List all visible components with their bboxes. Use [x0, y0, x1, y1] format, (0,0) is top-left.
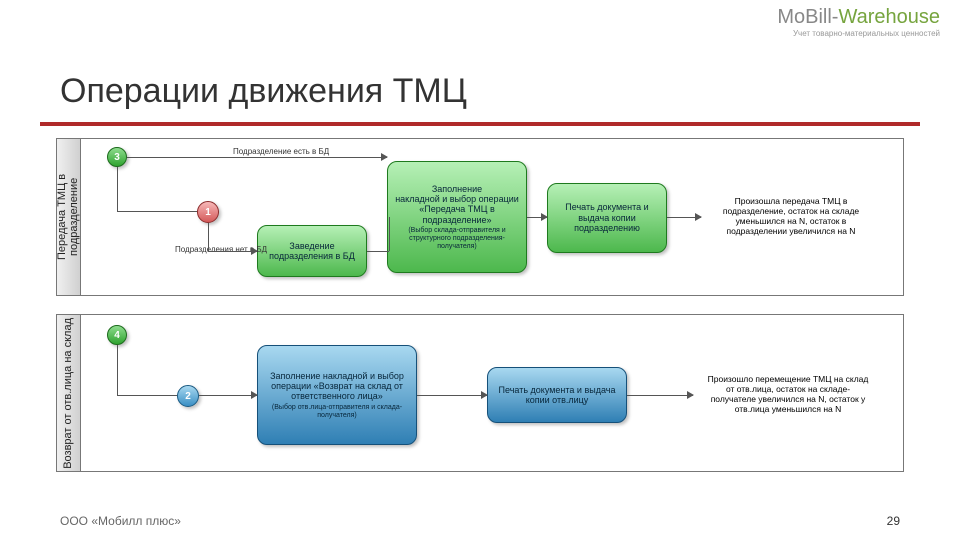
- start-circle: 1: [197, 201, 219, 223]
- brand-suffix: Warehouse: [838, 6, 940, 28]
- connector: [117, 345, 118, 395]
- process-node: Печать документа и выдача копии отв.лицу: [487, 367, 627, 423]
- flowchart-diagram: Передача ТМЦ в подразделение 3 1 Заведение …: [56, 138, 904, 478]
- swimlane-label: Возврат от отв.лица на склад: [57, 315, 81, 471]
- start-circle: 3: [107, 147, 127, 167]
- arrow-head-icon: [251, 391, 258, 399]
- title-rule: [40, 122, 920, 126]
- page-title: Операции движения ТМЦ: [60, 72, 467, 111]
- arrow-head-icon: [251, 247, 258, 255]
- process-node: Заполнениенакладной и выбор операции «Пе…: [387, 161, 527, 273]
- brand-logo: MoBill-Warehouse Учет товарно-материальн…: [777, 6, 940, 38]
- result-hexagon: Произошло перемещение ТМЦ на склад от от…: [693, 339, 883, 451]
- edge-label: Подразделение есть в БД: [233, 147, 329, 156]
- page-number: 29: [887, 514, 900, 528]
- swimlane-label: Передача ТМЦ в подразделение: [57, 139, 81, 295]
- connector: [367, 251, 389, 252]
- connector: [127, 157, 387, 158]
- brand-tagline: Учет товарно-материальных ценностей: [777, 29, 940, 38]
- connector: [389, 217, 390, 251]
- connector: [208, 223, 209, 251]
- process-node: Заполнение накладной и выбор операции «В…: [257, 345, 417, 445]
- arrow-head-icon: [381, 153, 388, 161]
- connector: [117, 167, 118, 211]
- start-circle: 2: [177, 385, 199, 407]
- footer-company: ООО «Мобилл плюс»: [60, 514, 181, 528]
- connector: [117, 395, 177, 396]
- swimlane: Передача ТМЦ в подразделение 3 1 Заведение …: [56, 138, 904, 296]
- connector: [117, 211, 197, 212]
- connector: [417, 395, 487, 396]
- connector: [208, 251, 257, 252]
- brand-prefix: MoBill-: [777, 6, 838, 28]
- arrow-head-icon: [687, 391, 694, 399]
- result-hexagon: Произошла передача ТМЦ в подразделение, …: [701, 167, 881, 267]
- connector: [627, 395, 693, 396]
- arrow-head-icon: [695, 213, 702, 221]
- arrow-head-icon: [481, 391, 488, 399]
- arrow-head-icon: [541, 213, 548, 221]
- swimlane-label-text: Возврат от отв.лица на склад: [62, 318, 74, 469]
- swimlane: Возврат от отв.лица на склад 4 2 Заполнение…: [56, 314, 904, 472]
- process-node: Заведение подразделения в БД: [257, 225, 367, 277]
- connector: [199, 395, 257, 396]
- swimlane-label-text: Передача ТМЦ в подразделение: [56, 139, 80, 295]
- start-circle: 4: [107, 325, 127, 345]
- process-node: Печать документа и выдача копии подразде…: [547, 183, 667, 253]
